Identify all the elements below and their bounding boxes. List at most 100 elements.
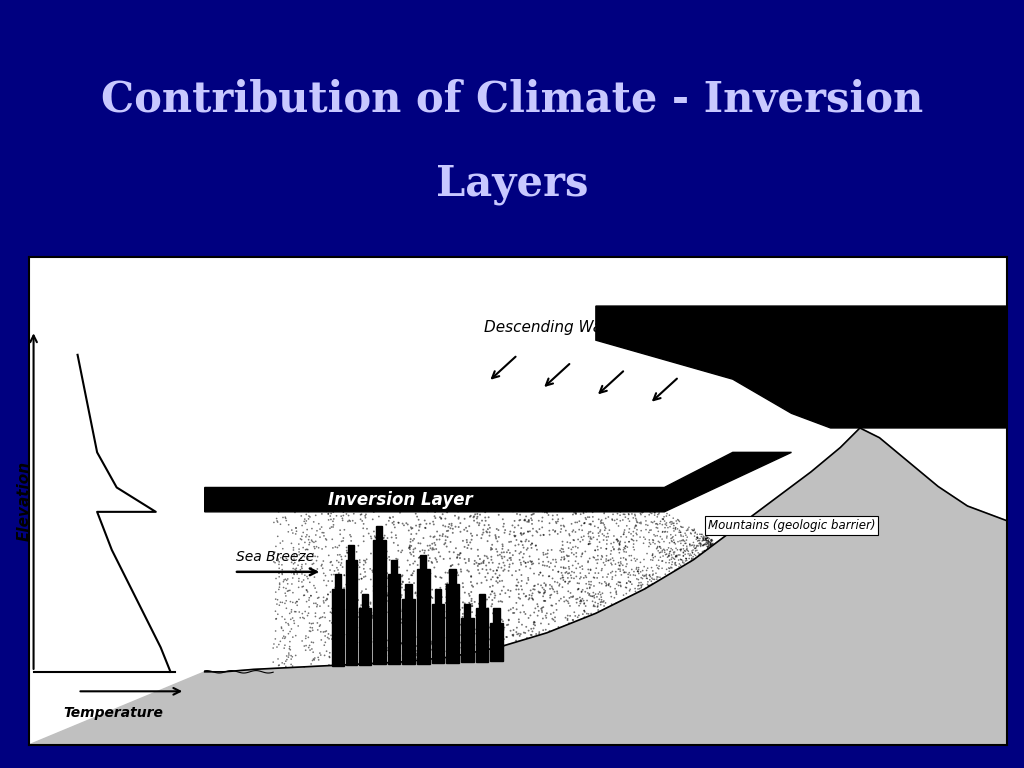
- Point: [664, 518, 680, 530]
- Point: [379, 587, 395, 599]
- Point: [621, 535, 637, 548]
- Point: [455, 577, 471, 589]
- Point: [390, 516, 407, 528]
- Point: [394, 518, 411, 530]
- Point: [675, 550, 691, 562]
- Point: [598, 531, 614, 543]
- Point: [353, 508, 370, 521]
- Point: [507, 530, 523, 542]
- Point: [424, 544, 440, 556]
- Point: [638, 568, 654, 581]
- Point: [699, 542, 716, 554]
- Point: [305, 653, 322, 665]
- Point: [321, 575, 337, 588]
- Point: [346, 649, 362, 661]
- Point: [461, 565, 477, 578]
- Point: [319, 631, 336, 644]
- Point: [381, 655, 397, 667]
- Point: [612, 509, 629, 521]
- Point: [555, 543, 571, 555]
- Point: [567, 508, 584, 520]
- Point: [627, 508, 643, 521]
- Point: [494, 561, 510, 574]
- Point: [337, 550, 353, 562]
- Point: [475, 524, 492, 536]
- Point: [563, 572, 580, 584]
- Point: [341, 591, 357, 604]
- Point: [648, 542, 665, 554]
- Point: [330, 549, 346, 561]
- Point: [301, 538, 317, 551]
- Point: [699, 532, 716, 545]
- Point: [317, 541, 334, 553]
- Point: [479, 526, 496, 538]
- Point: [301, 617, 317, 629]
- Point: [532, 529, 549, 541]
- Point: [523, 512, 540, 525]
- Point: [553, 554, 569, 566]
- Point: [494, 584, 510, 597]
- Point: [488, 564, 505, 576]
- Point: [336, 606, 352, 618]
- Point: [343, 571, 359, 583]
- Point: [524, 522, 541, 535]
- Point: [465, 511, 481, 524]
- Point: [352, 568, 369, 581]
- Point: [370, 560, 386, 572]
- Point: [657, 525, 674, 538]
- Point: [699, 531, 716, 544]
- Point: [698, 536, 715, 548]
- Point: [447, 521, 464, 533]
- Point: [368, 583, 384, 595]
- Point: [559, 614, 575, 626]
- Point: [613, 569, 630, 581]
- Point: [684, 545, 700, 557]
- Point: [442, 597, 459, 609]
- Point: [666, 534, 682, 546]
- Point: [303, 590, 319, 602]
- Point: [355, 563, 372, 575]
- Point: [472, 612, 488, 624]
- Point: [311, 531, 328, 543]
- Point: [593, 553, 609, 565]
- Point: [649, 522, 666, 535]
- Point: [357, 583, 374, 595]
- Point: [497, 564, 513, 576]
- Point: [578, 570, 594, 582]
- Point: [665, 556, 681, 568]
- Point: [393, 637, 410, 649]
- Point: [518, 561, 535, 573]
- Point: [505, 601, 521, 614]
- Point: [544, 580, 560, 592]
- Point: [453, 517, 469, 529]
- Point: [517, 514, 534, 526]
- Point: [285, 631, 301, 644]
- Point: [275, 630, 292, 642]
- Point: [490, 524, 507, 536]
- Point: [568, 562, 585, 574]
- Point: [535, 570, 551, 582]
- Point: [441, 552, 458, 564]
- Point: [681, 552, 697, 564]
- Point: [311, 612, 328, 624]
- Point: [424, 592, 440, 604]
- Point: [402, 521, 419, 534]
- Point: [272, 537, 289, 549]
- Point: [623, 528, 639, 540]
- Point: [501, 536, 517, 548]
- Point: [306, 652, 323, 664]
- Point: [530, 585, 547, 598]
- Point: [463, 570, 479, 582]
- Point: [404, 627, 421, 639]
- Point: [529, 598, 546, 611]
- Point: [698, 532, 715, 545]
- Point: [273, 558, 290, 571]
- Point: [416, 532, 432, 545]
- Point: [323, 556, 339, 568]
- Point: [652, 546, 669, 558]
- Point: [550, 515, 566, 528]
- Point: [295, 541, 311, 554]
- Point: [295, 580, 311, 592]
- Point: [565, 548, 582, 561]
- Point: [484, 543, 501, 555]
